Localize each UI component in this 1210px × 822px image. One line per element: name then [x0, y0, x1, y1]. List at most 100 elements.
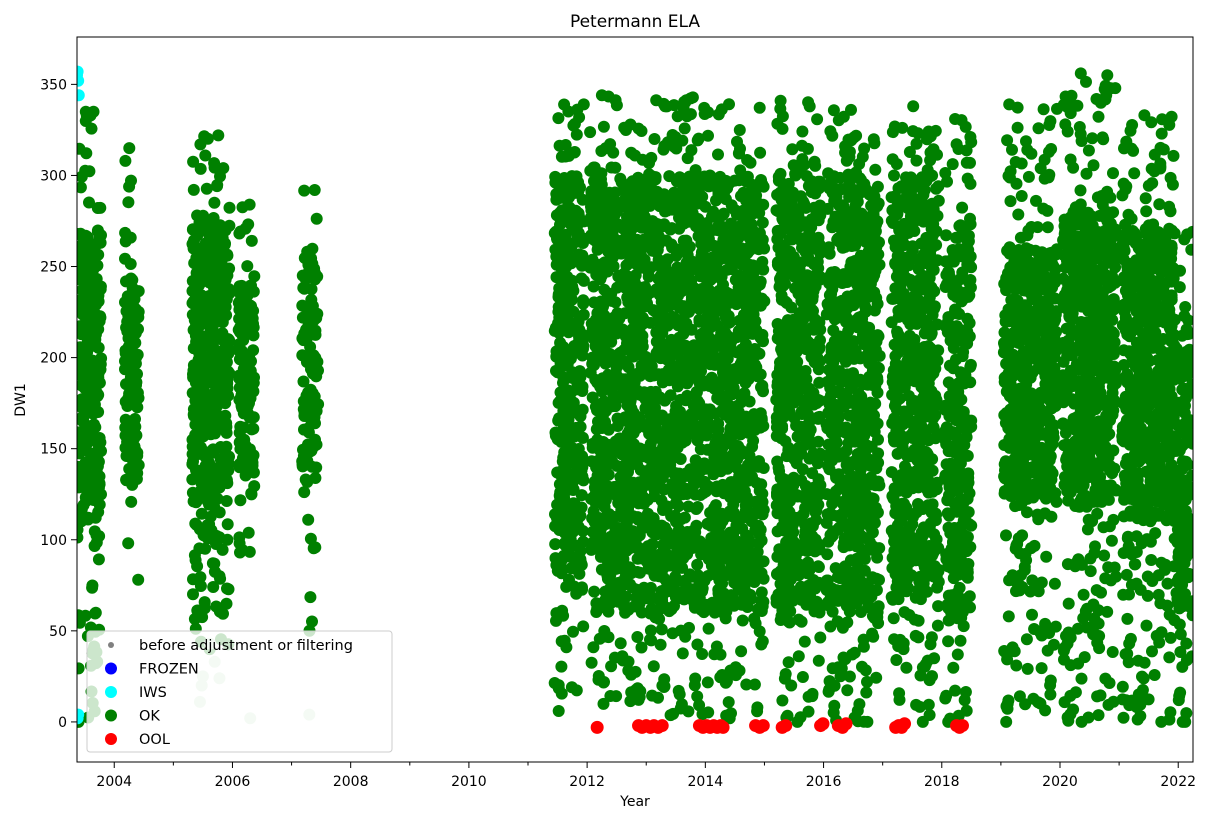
ok-point [563, 573, 575, 586]
ok-point [666, 241, 679, 254]
ok-point [684, 484, 696, 497]
ok-point [131, 467, 144, 480]
ok-point [710, 258, 722, 271]
ok-point [724, 664, 737, 677]
ok-point [711, 418, 724, 430]
ok-point [796, 671, 809, 683]
ok-point [826, 605, 839, 618]
ok-point [801, 142, 814, 155]
ok-point [198, 385, 210, 398]
ok-point [679, 434, 692, 447]
ok-point [656, 431, 669, 444]
ok-point [694, 443, 707, 456]
ok-point [598, 395, 611, 408]
ok-point [657, 143, 670, 156]
ok-point [850, 517, 863, 530]
ok-point [858, 564, 871, 577]
ok-point [785, 573, 797, 586]
ok-point [186, 433, 199, 446]
ok-point [844, 554, 857, 567]
ok-point [575, 272, 588, 285]
ok-point [92, 553, 105, 566]
ok-point [297, 375, 310, 388]
ok-point [619, 243, 632, 256]
ok-point [558, 414, 571, 427]
ok-point [643, 226, 656, 239]
ok-point [77, 460, 85, 473]
ok-point [562, 548, 575, 561]
ok-point [802, 238, 815, 251]
ok-point [807, 447, 820, 460]
ok-point [213, 570, 226, 583]
ok-point [187, 242, 200, 255]
ok-point [737, 394, 750, 407]
ok-point [670, 175, 683, 188]
ok-point [190, 314, 203, 327]
ok-point [207, 581, 220, 593]
ok-point [666, 129, 679, 141]
ok-point [199, 149, 212, 162]
ok-point [747, 410, 760, 423]
ok-point [743, 362, 756, 375]
ok-point [747, 434, 760, 447]
ok-point [802, 251, 815, 264]
ok-point [555, 239, 568, 252]
ok-point [207, 370, 220, 383]
ok-point [719, 343, 732, 356]
ok-point [727, 448, 740, 461]
ok-point [689, 299, 702, 312]
ok-point [780, 255, 793, 268]
ok-point [804, 590, 817, 603]
ok-point [221, 348, 233, 361]
ok-point [688, 679, 701, 692]
ok-point [601, 422, 614, 435]
ok-point [586, 351, 599, 364]
ok-point [85, 122, 98, 135]
ok-point [700, 334, 713, 347]
ok-point [700, 429, 713, 442]
ok-point [803, 287, 816, 300]
ok-point [749, 560, 762, 572]
ok-point [646, 392, 658, 405]
ok-point [779, 295, 792, 308]
ok-point [599, 494, 612, 506]
ok-point [555, 660, 568, 673]
ok-point [870, 671, 883, 684]
ok-point [247, 329, 260, 342]
ok-point [848, 646, 861, 659]
ok-point [734, 164, 747, 177]
ok-point [91, 259, 104, 272]
ok-point [83, 389, 96, 402]
ok-point [870, 462, 883, 475]
ok-point [568, 498, 581, 510]
ok-point [594, 377, 607, 390]
ok-point [668, 99, 680, 112]
ok-point [741, 317, 754, 330]
ok-point [830, 372, 843, 385]
ok-point [310, 212, 323, 225]
ok-point [197, 529, 210, 542]
ok-point [672, 409, 685, 422]
ok-point [691, 638, 704, 651]
ok-point [568, 522, 581, 535]
ok-point [803, 562, 816, 575]
ok-point [842, 437, 855, 450]
ok-point [713, 284, 726, 297]
ok-point [835, 215, 848, 228]
ok-point [216, 543, 229, 556]
ok-point [856, 400, 869, 413]
ok-point [638, 497, 651, 510]
ok-point [791, 430, 804, 443]
ok-point [715, 605, 728, 618]
ok-point [859, 305, 872, 318]
ok-point [608, 208, 621, 221]
ok-point [744, 156, 757, 169]
ok-point [584, 164, 597, 177]
ok-point [756, 216, 769, 229]
ok-point [78, 368, 91, 381]
ok-point [757, 595, 770, 608]
ok-point [586, 542, 599, 555]
ok-point [724, 530, 736, 542]
ok-point [193, 542, 206, 555]
ok-point [221, 582, 233, 595]
